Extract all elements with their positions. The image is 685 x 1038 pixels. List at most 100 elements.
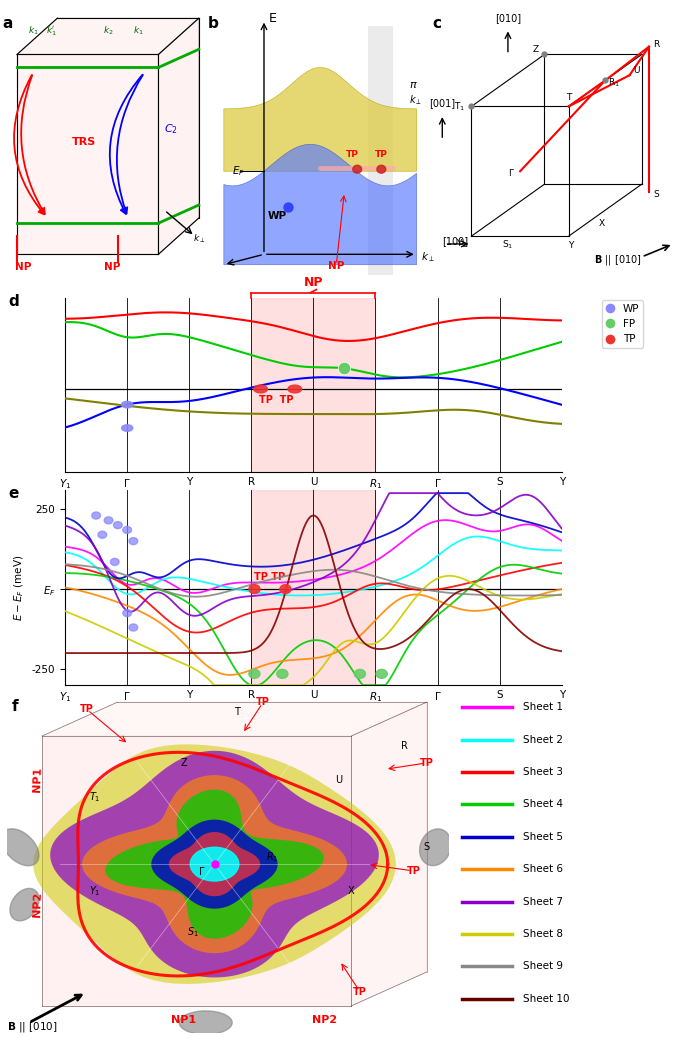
Ellipse shape bbox=[92, 512, 101, 519]
Polygon shape bbox=[224, 67, 416, 171]
Text: R: R bbox=[653, 39, 660, 49]
Legend: WP, FP, TP: WP, FP, TP bbox=[602, 300, 643, 349]
Text: TRS: TRS bbox=[71, 137, 96, 147]
Text: R$_1$: R$_1$ bbox=[608, 77, 620, 89]
Ellipse shape bbox=[376, 670, 387, 679]
Text: U: U bbox=[634, 65, 640, 75]
Text: $\mathbf{B}$ || [010]: $\mathbf{B}$ || [010] bbox=[594, 252, 642, 267]
Ellipse shape bbox=[110, 558, 119, 566]
Text: f: f bbox=[11, 699, 18, 714]
Text: NP: NP bbox=[104, 262, 121, 272]
Ellipse shape bbox=[354, 670, 366, 679]
Polygon shape bbox=[105, 790, 324, 938]
Text: Sheet 8: Sheet 8 bbox=[523, 929, 563, 939]
Text: $k_\perp$: $k_\perp$ bbox=[192, 233, 205, 245]
Text: TP: TP bbox=[346, 149, 359, 159]
Ellipse shape bbox=[104, 517, 113, 524]
Polygon shape bbox=[151, 820, 277, 908]
Text: NP: NP bbox=[15, 262, 32, 272]
Text: NP: NP bbox=[303, 276, 323, 289]
Ellipse shape bbox=[277, 670, 288, 679]
Ellipse shape bbox=[1, 828, 39, 866]
Ellipse shape bbox=[121, 402, 133, 408]
Text: TP: TP bbox=[79, 704, 93, 714]
Text: Sheet 10: Sheet 10 bbox=[523, 993, 570, 1004]
Text: Z: Z bbox=[533, 45, 539, 54]
Text: d: d bbox=[8, 295, 18, 309]
Text: b: b bbox=[208, 16, 219, 30]
Text: $R_1$: $R_1$ bbox=[266, 850, 278, 865]
Ellipse shape bbox=[253, 385, 267, 393]
Text: S$_1$: S$_1$ bbox=[502, 239, 514, 251]
Text: Sheet 2: Sheet 2 bbox=[523, 735, 563, 744]
Text: TP TP: TP TP bbox=[254, 572, 286, 582]
Text: T: T bbox=[234, 707, 240, 717]
Text: $\Gamma$: $\Gamma$ bbox=[197, 865, 205, 877]
Text: $k_1$: $k_1$ bbox=[28, 25, 38, 37]
Text: NP1: NP1 bbox=[32, 766, 43, 792]
Text: Y$_1$: Y$_1$ bbox=[456, 238, 467, 250]
Ellipse shape bbox=[98, 531, 107, 539]
Polygon shape bbox=[50, 750, 379, 978]
Text: NP2: NP2 bbox=[32, 892, 43, 917]
Text: e: e bbox=[8, 486, 18, 501]
Text: $k_1'$: $k_1'$ bbox=[46, 25, 57, 38]
Text: $C_2$: $C_2$ bbox=[164, 122, 178, 136]
Text: $E_F$: $E_F$ bbox=[232, 164, 245, 179]
Ellipse shape bbox=[288, 385, 301, 393]
Ellipse shape bbox=[190, 847, 239, 881]
Polygon shape bbox=[17, 54, 158, 254]
Ellipse shape bbox=[121, 425, 133, 432]
Text: U: U bbox=[335, 774, 342, 785]
Text: NP: NP bbox=[328, 261, 345, 271]
Text: R: R bbox=[401, 741, 408, 752]
Ellipse shape bbox=[420, 829, 451, 866]
Ellipse shape bbox=[129, 624, 138, 631]
Text: $T_1$: $T_1$ bbox=[90, 790, 101, 803]
Text: Γ: Γ bbox=[508, 169, 513, 179]
Text: Y: Y bbox=[569, 241, 574, 250]
Text: [100]: [100] bbox=[443, 236, 469, 246]
Text: S: S bbox=[423, 842, 429, 852]
Ellipse shape bbox=[280, 584, 291, 594]
Text: T$_1$: T$_1$ bbox=[453, 100, 465, 113]
Polygon shape bbox=[42, 702, 427, 736]
Ellipse shape bbox=[377, 165, 386, 173]
Polygon shape bbox=[158, 18, 199, 254]
Text: S: S bbox=[653, 190, 659, 199]
Ellipse shape bbox=[353, 165, 362, 173]
Polygon shape bbox=[169, 832, 260, 896]
Ellipse shape bbox=[249, 670, 260, 679]
Text: Sheet 4: Sheet 4 bbox=[523, 799, 563, 810]
Text: TP  TP: TP TP bbox=[259, 395, 293, 405]
Polygon shape bbox=[369, 26, 393, 275]
Text: X: X bbox=[348, 886, 355, 896]
Text: c: c bbox=[432, 16, 442, 30]
Text: TP: TP bbox=[375, 149, 388, 159]
Text: Sheet 6: Sheet 6 bbox=[523, 865, 563, 874]
Polygon shape bbox=[82, 775, 347, 953]
Text: X: X bbox=[599, 219, 605, 227]
Text: Sheet 3: Sheet 3 bbox=[523, 767, 563, 777]
Text: NP1: NP1 bbox=[171, 1015, 196, 1025]
Text: $k_2$: $k_2$ bbox=[103, 25, 113, 37]
Text: Sheet 9: Sheet 9 bbox=[523, 961, 563, 972]
Polygon shape bbox=[17, 18, 199, 54]
Polygon shape bbox=[224, 144, 416, 265]
Text: Z: Z bbox=[180, 758, 187, 768]
Text: TP: TP bbox=[353, 987, 367, 998]
Text: TP: TP bbox=[256, 698, 270, 707]
Text: $S_1$: $S_1$ bbox=[186, 925, 199, 938]
Text: $k_\perp$: $k_\perp$ bbox=[421, 250, 436, 265]
Text: WP: WP bbox=[267, 211, 286, 221]
Text: E: E bbox=[269, 11, 277, 25]
Ellipse shape bbox=[179, 1011, 232, 1035]
Text: $Y_1$: $Y_1$ bbox=[90, 884, 101, 898]
Ellipse shape bbox=[10, 889, 39, 921]
Bar bbox=[251, 298, 375, 472]
Text: Sheet 7: Sheet 7 bbox=[523, 897, 563, 906]
Text: Sheet 5: Sheet 5 bbox=[523, 831, 563, 842]
Polygon shape bbox=[42, 736, 351, 1006]
Text: TP: TP bbox=[420, 758, 434, 768]
Text: $\pi$: $\pi$ bbox=[409, 80, 417, 90]
